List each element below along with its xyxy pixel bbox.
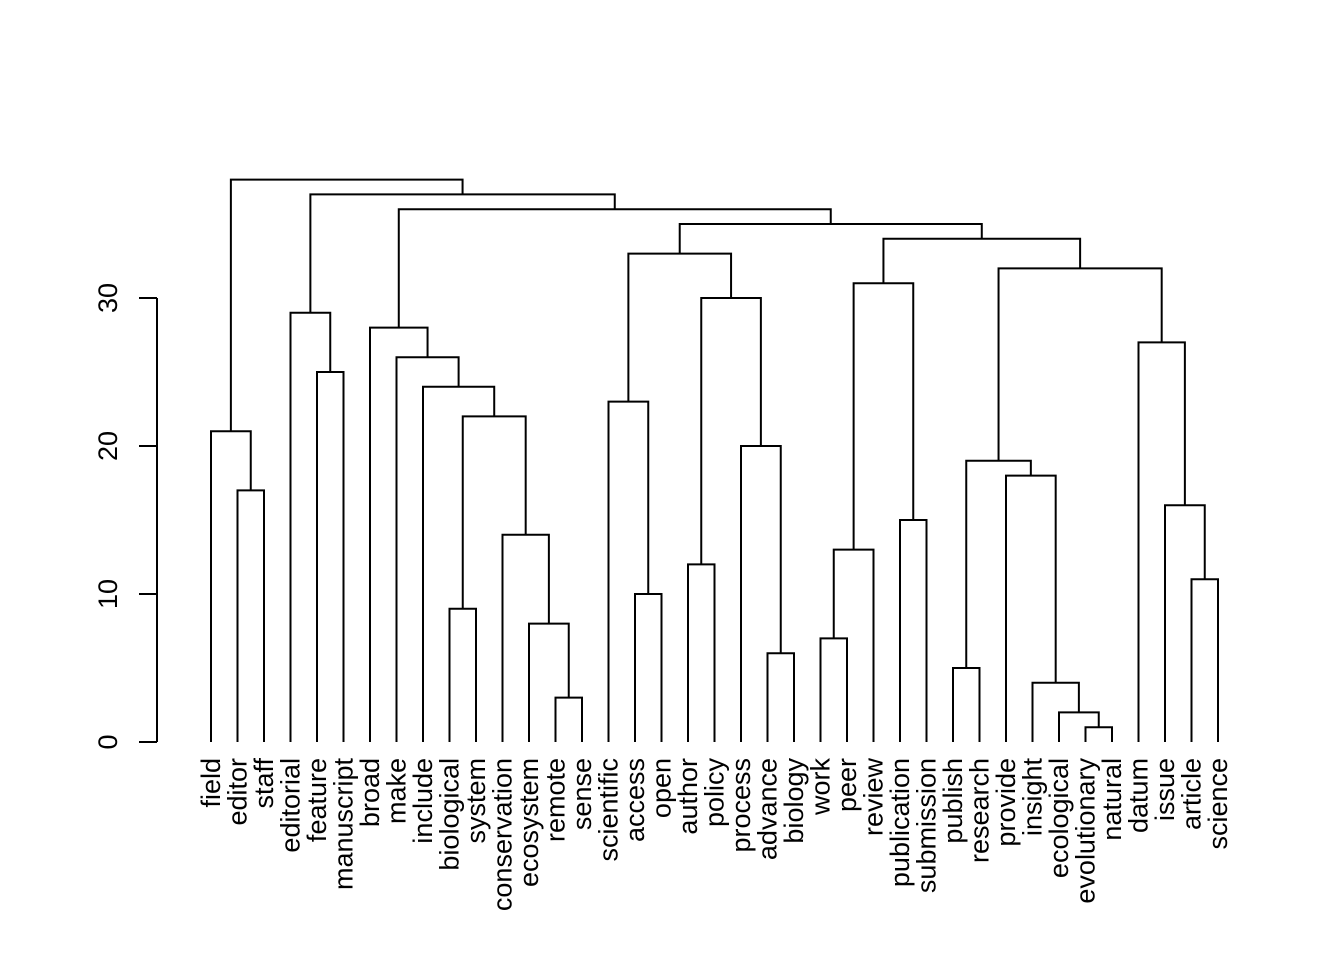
leaf-label: publication	[885, 758, 915, 887]
y-tick-label: 20	[93, 431, 123, 461]
dendrogram-link	[687, 563, 716, 742]
leaf-label: process	[726, 758, 756, 853]
leaf-label: include	[408, 758, 438, 844]
leaf-label: review	[859, 758, 889, 837]
leaf-label: evolutionary	[1071, 758, 1101, 904]
leaf-label: author	[673, 758, 703, 835]
leaf-label: remote	[541, 758, 571, 842]
leaf-label: access	[620, 758, 650, 842]
leaf-label: staff	[249, 758, 279, 809]
dendrogram-link	[740, 445, 782, 742]
leaf-labels: fieldeditorstaffeditorialfeaturemanuscri…	[196, 758, 1233, 912]
y-axis: 0 10 20 30	[93, 283, 158, 750]
dendrogram-link	[1190, 578, 1219, 742]
leaf-label: datum	[1124, 758, 1154, 833]
leaf-label: broad	[355, 758, 385, 827]
leaf-label: ecological	[1044, 758, 1074, 878]
dendrogram-link	[461, 415, 527, 609]
leaf-label: publish	[938, 758, 968, 844]
dendrogram-link	[997, 267, 1163, 461]
leaf-label: editor	[223, 758, 253, 826]
dendrogram-link	[397, 208, 832, 328]
y-tick-label: 0	[93, 734, 123, 749]
dendrogram-link	[882, 237, 1082, 284]
dendrogram-link	[852, 282, 915, 550]
leaf-label: policy	[700, 758, 730, 828]
dendrogram-link	[369, 326, 429, 742]
leaf-label: submission	[912, 758, 942, 893]
dendrogram-link	[236, 489, 265, 742]
dendrogram-link	[766, 652, 795, 742]
dendrogram-link	[965, 459, 1032, 668]
leaf-label: ecosystem	[514, 758, 544, 887]
leaf-label: manuscript	[329, 758, 359, 891]
dendrogram-link	[316, 371, 345, 742]
dendrogram-link	[528, 622, 570, 742]
dendrogram-link	[952, 667, 981, 742]
dendrogram-link	[700, 297, 762, 565]
dendrogram-link	[634, 593, 663, 742]
y-tick-label: 10	[93, 579, 123, 609]
dendrogram-link	[554, 696, 583, 742]
leaf-label: research	[965, 758, 995, 863]
dendrogram-link	[210, 430, 252, 742]
leaf-label: scientific	[594, 758, 624, 862]
dendrogram-link	[289, 311, 332, 742]
leaf-label: biology	[779, 758, 809, 844]
dendrogram-link	[501, 533, 550, 742]
leaf-label: conservation	[488, 758, 518, 911]
leaf-label: science	[1203, 758, 1233, 850]
dendrogram-link	[819, 637, 848, 742]
dendrogram-link	[1005, 474, 1057, 742]
dendrogram-link	[229, 178, 464, 432]
leaf-label: biological	[435, 758, 465, 871]
leaf-label: peer	[832, 758, 862, 812]
leaf-label: insight	[1018, 758, 1048, 837]
leaf-label: advance	[753, 758, 783, 860]
dendrogram-link	[1137, 341, 1186, 742]
dendrogram-link	[899, 519, 928, 742]
leaf-label: natural	[1097, 758, 1127, 841]
dendrogram-link	[607, 400, 650, 742]
leaf-label: article	[1177, 758, 1207, 830]
leaf-label: make	[382, 758, 412, 824]
dendrogram-link	[832, 548, 875, 742]
leaf-label: open	[647, 758, 677, 818]
dendrogram-link	[309, 193, 616, 313]
dendrogram-link	[1084, 726, 1113, 742]
y-tick-label: 30	[93, 283, 123, 313]
dendrogram-link	[448, 607, 477, 742]
leaf-label: work	[806, 758, 836, 817]
leaf-label: sense	[567, 758, 597, 830]
leaf-label: provide	[991, 758, 1021, 847]
dendrogram-link	[422, 385, 496, 742]
leaf-label: editorial	[276, 758, 306, 853]
leaf-label: system	[461, 758, 491, 844]
leaf-label: feature	[302, 758, 332, 842]
dendrogram-link	[1164, 504, 1206, 742]
leaf-label: field	[196, 758, 226, 808]
dendrogram-link	[627, 252, 733, 402]
dendrogram-tree	[210, 178, 1219, 742]
leaf-label: issue	[1150, 758, 1180, 821]
